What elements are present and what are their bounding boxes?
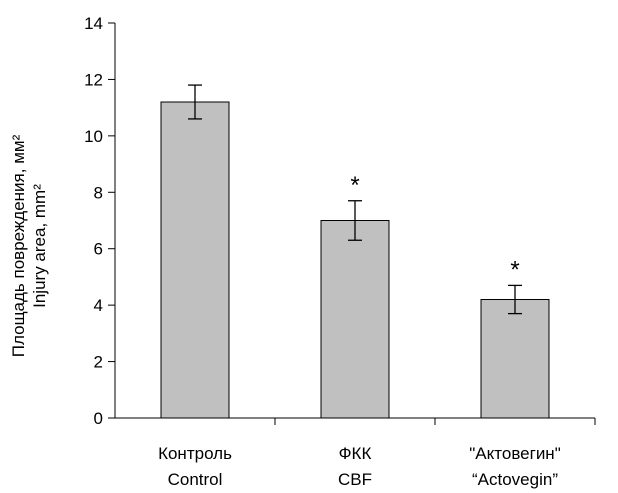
bar [320,220,390,419]
y-tick-label: 4 [94,296,103,315]
significance-markers: ** [350,172,519,284]
y-tick-label: 8 [94,183,103,202]
bar [160,101,230,419]
y-axis-ticks: 0 2 4 6 8 10 12 14 [84,14,115,428]
y-axis-title: Площадь повреждения, мм² [9,134,28,357]
y-tick-label: 10 [84,127,103,146]
category-labels: Контроль Control ФКК CBF "Актовегин" “Actoveg… [158,418,596,489]
category-label-en: Control [168,470,223,489]
y-tick-label: 0 [94,409,103,428]
category-label: "Актовегин" [469,444,560,463]
bar [480,299,550,419]
y-axis-title-group: Площадь повреждения, мм² Injury area, mm… [9,134,49,357]
category-label-en: CBF [338,470,372,489]
y-axis-title-en: Injury area, mm² [30,184,49,308]
significance-marker: * [350,172,359,199]
category-label: Контроль [158,444,232,463]
error-bars [188,84,522,315]
y-tick-label: 2 [94,353,103,372]
y-tick-label: 6 [94,240,103,259]
y-tick-label: 14 [84,14,103,33]
bars [160,101,550,419]
category-label: ФКК [339,444,372,463]
y-tick-label: 12 [84,70,103,89]
significance-marker: * [510,256,519,283]
category-label-en: “Actovegin” [472,470,558,489]
